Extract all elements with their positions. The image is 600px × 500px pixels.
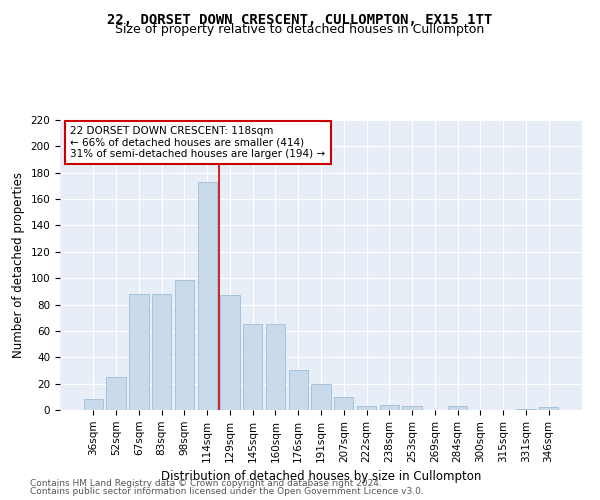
Bar (357, 406, 376, 410)
Bar (380, 404, 399, 410)
Bar (106, 377, 126, 410)
Bar (311, 384, 331, 410)
Text: Contains public sector information licensed under the Open Government Licence v3: Contains public sector information licen… (30, 487, 424, 496)
Bar (289, 370, 308, 410)
Text: Size of property relative to detached houses in Cullompton: Size of property relative to detached ho… (115, 22, 485, 36)
Bar (266, 324, 285, 410)
Bar (129, 294, 149, 410)
Text: Contains HM Land Registry data © Crown copyright and database right 2024.: Contains HM Land Registry data © Crown c… (30, 478, 382, 488)
Bar (334, 397, 353, 410)
X-axis label: Distribution of detached houses by size in Cullompton: Distribution of detached houses by size … (161, 470, 481, 483)
Bar (84, 400, 103, 410)
Y-axis label: Number of detached properties: Number of detached properties (12, 172, 25, 358)
Bar (403, 406, 422, 410)
Bar (448, 406, 467, 410)
Bar (243, 324, 262, 410)
Bar (197, 182, 217, 410)
Text: 22 DORSET DOWN CRESCENT: 118sqm
← 66% of detached houses are smaller (414)
31% o: 22 DORSET DOWN CRESCENT: 118sqm ← 66% of… (70, 126, 326, 159)
Bar (175, 280, 194, 410)
Bar (539, 408, 558, 410)
Bar (220, 296, 239, 410)
Bar (516, 408, 536, 410)
Bar (152, 294, 172, 410)
Text: 22, DORSET DOWN CRESCENT, CULLOMPTON, EX15 1TT: 22, DORSET DOWN CRESCENT, CULLOMPTON, EX… (107, 12, 493, 26)
